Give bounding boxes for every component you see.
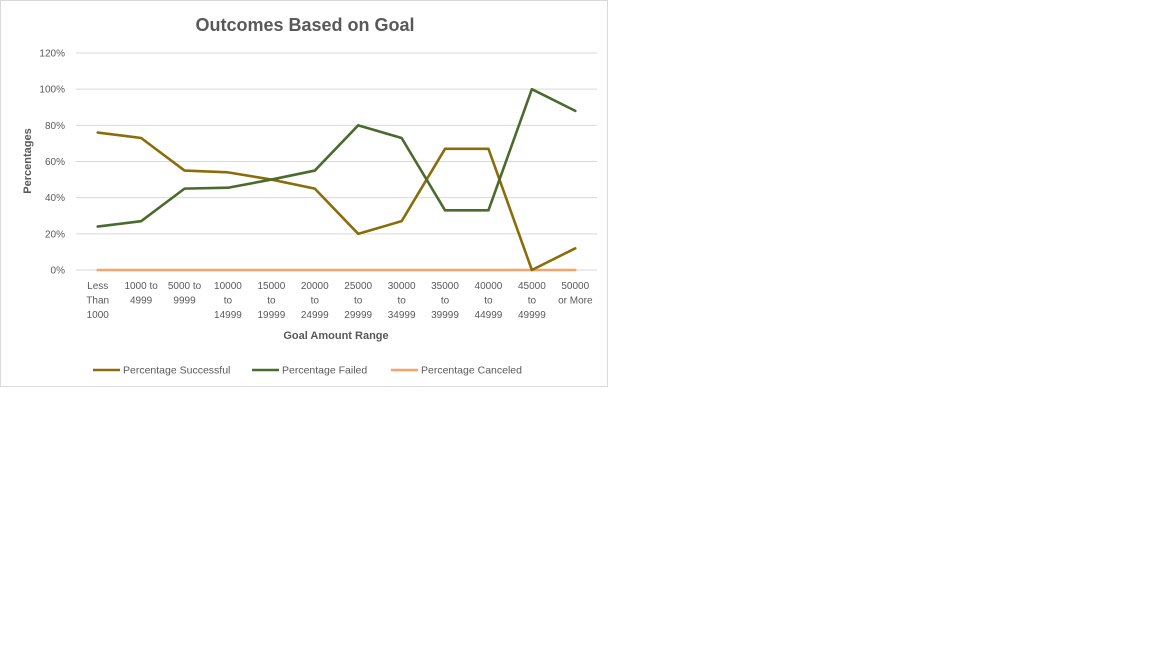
x-tick-label: 5000 to 9999 — [168, 281, 202, 307]
x-tick-label: Less Than 1000 — [86, 281, 109, 321]
x-tick-label: 40000 to 44999 — [475, 281, 503, 321]
x-tick-label: 10000 to 14999 — [214, 281, 242, 321]
x-tick-label: 15000 to 19999 — [257, 281, 285, 321]
y-tick-label: 40% — [45, 193, 65, 204]
line-chart: Outcomes Based on Goal Goal Amount Range… — [22, 15, 597, 377]
y-tick-label: 120% — [39, 49, 65, 60]
y-axis-title: Percentages — [22, 128, 34, 193]
series-lines — [96, 87, 577, 272]
y-tick-label: 60% — [45, 157, 65, 168]
y-tick-label: 0% — [51, 266, 66, 277]
x-tick-label: 20000 to 24999 — [301, 281, 329, 321]
chart-container: Outcomes Based on Goal Goal Amount Range… — [0, 0, 608, 387]
y-tick-label: 80% — [45, 121, 65, 132]
series-line — [96, 87, 577, 228]
gridlines — [76, 52, 597, 271]
legend-label: Percentage Failed — [282, 365, 367, 377]
legend-label: Percentage Canceled — [421, 365, 522, 377]
legend-label: Percentage Successful — [123, 365, 230, 377]
x-tick-label: 45000 to 49999 — [518, 281, 546, 321]
y-axis-ticks: 0% 20% 40% 60% 80% 100% 120% — [39, 49, 65, 277]
x-axis-ticks: Less Than 1000 1000 to 4999 5000 to 9999 10000 t… — [86, 281, 593, 321]
legend: Percentage Successful Percentage Failed Pe… — [93, 365, 522, 377]
x-tick-label: 50000 or More — [558, 281, 593, 307]
x-tick-label: 25000 to 29999 — [344, 281, 372, 321]
x-axis-title: Goal Amount Range — [283, 330, 388, 342]
y-tick-label: 100% — [39, 85, 65, 96]
x-tick-label: 1000 to 4999 — [124, 281, 158, 307]
x-tick-label: 35000 to 39999 — [431, 281, 459, 321]
chart-title: Outcomes Based on Goal — [195, 15, 414, 35]
y-tick-label: 20% — [45, 229, 65, 240]
series-line — [96, 131, 577, 272]
x-tick-label: 30000 to 34999 — [388, 281, 416, 321]
